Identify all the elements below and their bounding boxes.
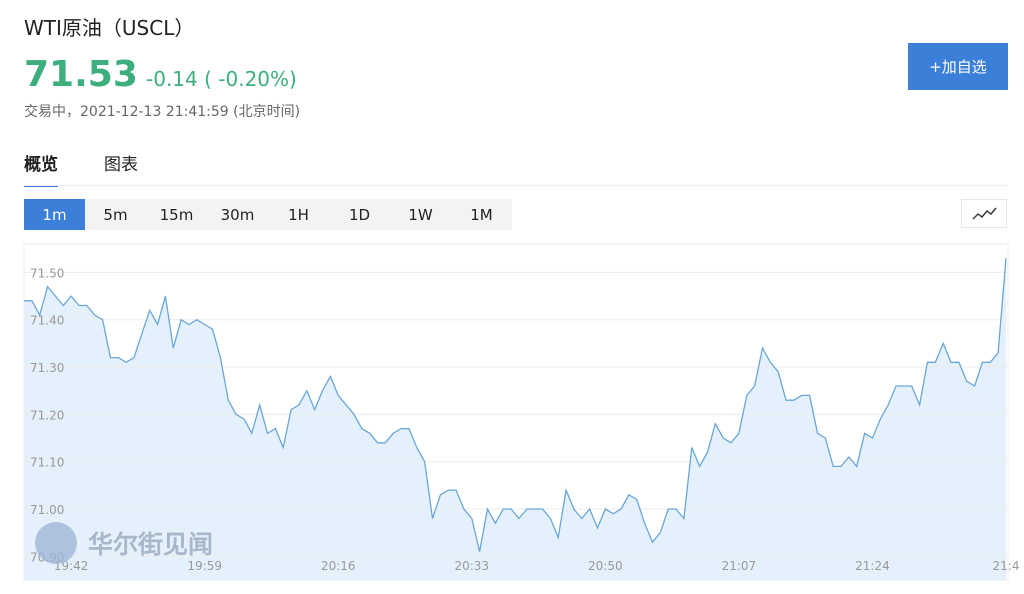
title: WTI原油（USCL） — [24, 16, 195, 40]
period-button[interactable]: 30m — [220, 205, 255, 224]
status: 交易中，2021-12-13 21:41:59 (北京时间) — [24, 104, 301, 120]
period-button[interactable]: 15m — [159, 205, 194, 224]
x-tick-label: 21:24 — [855, 559, 890, 573]
y-tick-label: 71.00 — [30, 503, 64, 517]
area — [24, 258, 1006, 580]
y-tick-label: 71.20 — [30, 408, 64, 422]
period-button[interactable]: 5m — [103, 205, 128, 224]
tabs: 概览 图表 — [24, 150, 138, 187]
x-tick-label: 20:50 — [588, 559, 623, 573]
y-tick-label: 71.50 — [30, 266, 64, 280]
line — [24, 258, 1007, 552]
y-tick-label: 71.40 — [30, 314, 64, 328]
x-tick-label: 21:4 — [993, 559, 1020, 573]
watermark-logo — [35, 522, 77, 564]
period-button[interactable]: 1M — [470, 205, 493, 224]
period-button[interactable]: 1m — [24, 199, 85, 230]
price: 71.53 — [24, 54, 138, 95]
x-tick-label: 20:16 — [321, 559, 356, 573]
watermark: 华尔街见闻 — [88, 530, 213, 559]
x-tick-label: 19:59 — [187, 559, 222, 573]
period-button[interactable]: 1W — [408, 205, 433, 224]
chart-type-button[interactable] — [961, 199, 1007, 228]
add-watchlist-button[interactable]: +加自选 — [908, 43, 1008, 90]
x-tick-label: 20:33 — [454, 559, 489, 573]
period-button[interactable]: 1D — [348, 205, 371, 224]
change: -0.14 ( -0.20%) — [146, 67, 297, 91]
tab[interactable]: 概览 — [24, 150, 58, 187]
period-button[interactable]: 1H — [288, 205, 309, 224]
periods: 1m 5m 15m 30m 1H 1D 1W 1M — [24, 199, 512, 230]
tab[interactable]: 图表 — [104, 155, 138, 175]
x-tick-label: 21:07 — [722, 559, 757, 573]
icon — [972, 207, 997, 220]
y-tick-label: 71.30 — [30, 361, 64, 375]
divider — [24, 185, 1008, 186]
y-tick-label: 71.10 — [30, 456, 64, 470]
